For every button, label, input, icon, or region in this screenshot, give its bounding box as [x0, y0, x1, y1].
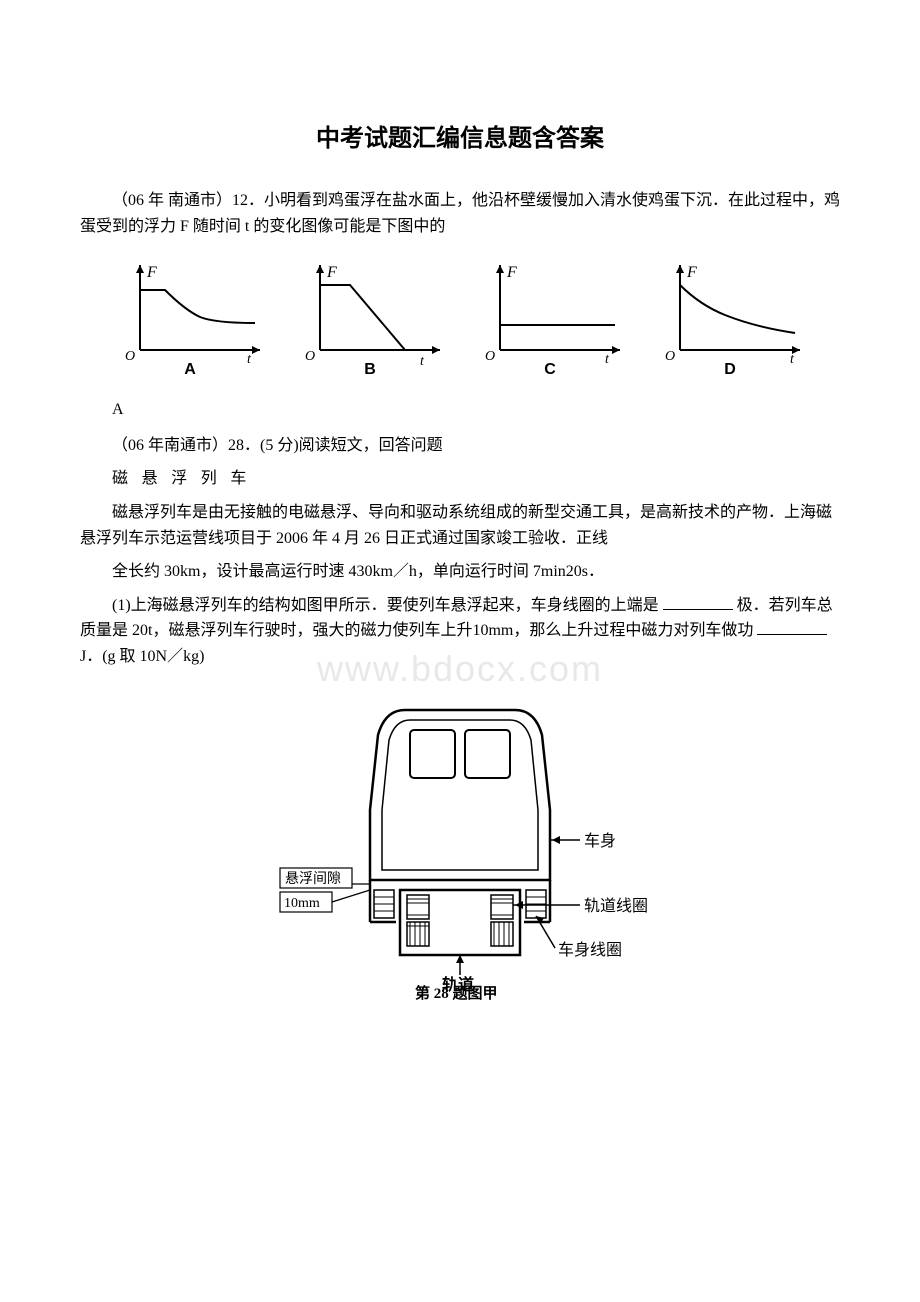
svg-text:t: t	[605, 352, 610, 365]
svg-text:t: t	[420, 354, 425, 365]
q2-q-prefix: (1)上海磁悬浮列车的结构如图甲所示．要使列车悬浮起来，车身线圈的上端是	[112, 597, 659, 614]
graph-a-icon: F O t	[115, 255, 265, 365]
label-gap: 悬浮间隙	[285, 871, 341, 887]
blank-1	[663, 594, 733, 610]
label-gap-val: 10mm	[284, 896, 320, 911]
body-coil-right	[526, 890, 546, 918]
label-body-coil: 车身线圈	[558, 941, 622, 959]
svg-text:F: F	[686, 264, 697, 281]
graph-d-wrapper: F O t D	[655, 255, 805, 383]
graph-b-wrapper: F O t B	[295, 255, 445, 383]
svg-text:O: O	[665, 349, 675, 364]
graph-c-icon: F O t	[475, 255, 625, 365]
blank-2	[757, 619, 827, 635]
q2-para2: 全长约 30km，设计最高运行时速 430km／h，单向运行时间 7min20s…	[80, 559, 840, 585]
q2-subtitle: 磁 悬 浮 列 车	[80, 466, 840, 492]
diagram-caption: 第 28 题图甲	[415, 984, 498, 1000]
maglev-diagram-container: 悬浮间隙 10mm 车身 轨道线圈 车身线圈 轨道 第 28 题图甲	[80, 690, 840, 1000]
maglev-diagram: 悬浮间隙 10mm 车身 轨道线圈 车身线圈 轨道 第 28 题图甲	[270, 690, 650, 1000]
graph-b-label: B	[364, 357, 376, 383]
svg-text:O: O	[305, 349, 315, 364]
q2-para1: 磁悬浮列车是由无接触的电磁悬浮、导向和驱动系统组成的新型交通工具，是高新技术的产…	[80, 500, 840, 551]
svg-text:O: O	[485, 349, 495, 364]
svg-text:F: F	[146, 264, 157, 281]
svg-text:t: t	[790, 352, 795, 365]
label-body: 车身	[584, 832, 616, 850]
graph-b-icon: F O t	[295, 255, 445, 365]
q2-header: （06 年南通市）28．(5 分)阅读短文，回答问题	[80, 433, 840, 459]
track-coil-left	[407, 895, 429, 946]
q1-answer: A	[80, 397, 840, 423]
svg-text:F: F	[506, 264, 517, 281]
svg-text:F: F	[326, 264, 337, 281]
graph-a-label: A	[184, 357, 196, 383]
page-title: 中考试题汇编信息题含答案	[80, 120, 840, 158]
label-track-coil: 轨道线圈	[584, 897, 648, 915]
body-coil-left	[374, 890, 394, 918]
q1-text: （06 年 南通市）12．小明看到鸡蛋浮在盐水面上，他沿杯壁缓慢加入清水使鸡蛋下…	[80, 188, 840, 239]
graph-c-wrapper: F O t C	[475, 255, 625, 383]
graphs-row: F O t A F O t B	[80, 255, 840, 383]
svg-text:O: O	[125, 349, 135, 364]
q2-q-suffix: J．(g 取 10N／kg)	[80, 648, 204, 665]
graph-d-label: D	[724, 357, 736, 383]
graph-d-icon: F O t	[655, 255, 805, 365]
q2-question: (1)上海磁悬浮列车的结构如图甲所示．要使列车悬浮起来，车身线圈的上端是 极．若…	[80, 593, 840, 670]
graph-a-wrapper: F O t A	[115, 255, 265, 383]
graph-c-label: C	[544, 357, 556, 383]
track-coil-right	[491, 895, 513, 946]
svg-text:t: t	[247, 352, 252, 365]
document-body: 中考试题汇编信息题含答案 （06 年 南通市）12．小明看到鸡蛋浮在盐水面上，他…	[80, 120, 840, 1000]
